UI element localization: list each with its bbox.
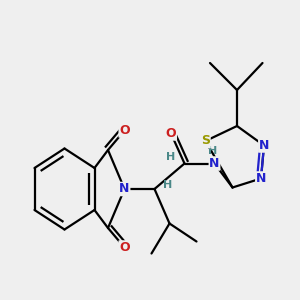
Text: H: H	[167, 152, 176, 163]
Text: O: O	[119, 124, 130, 137]
Text: N: N	[209, 157, 220, 170]
Text: N: N	[256, 172, 266, 185]
Text: H: H	[164, 179, 172, 190]
Text: O: O	[166, 127, 176, 140]
Text: H: H	[208, 146, 217, 157]
Text: S: S	[201, 134, 210, 148]
Text: O: O	[119, 241, 130, 254]
Text: N: N	[259, 139, 269, 152]
Text: N: N	[119, 182, 130, 196]
